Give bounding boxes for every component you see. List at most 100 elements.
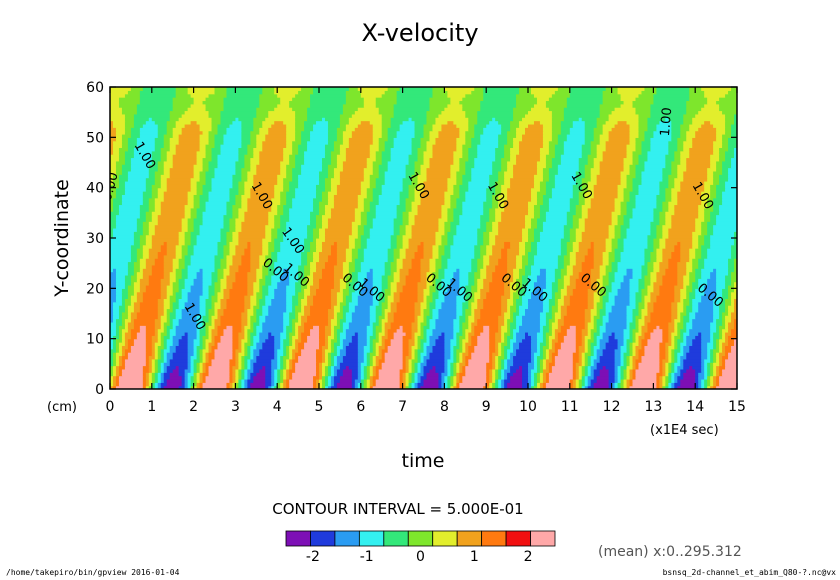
contour-cell <box>375 315 380 320</box>
contour-cell <box>304 345 320 350</box>
contour-cell <box>629 288 640 293</box>
contour-cell <box>319 278 335 283</box>
contour-cell <box>295 338 302 343</box>
contour-cell <box>330 298 338 303</box>
contour-cell <box>357 382 362 387</box>
contour-cell <box>115 331 120 336</box>
contour-cell <box>190 214 198 219</box>
contour-cell <box>560 345 577 350</box>
contour-cell <box>623 368 628 373</box>
contour-cell <box>542 288 553 293</box>
contour-cell <box>133 308 141 313</box>
contour-cell <box>584 358 589 363</box>
contour-cell <box>145 378 150 383</box>
contour-cell <box>289 348 293 353</box>
contour-cell <box>456 382 460 387</box>
contour-cell <box>548 365 553 370</box>
contour-cell <box>516 315 523 320</box>
contour-cell <box>614 358 622 363</box>
contour-cell <box>626 271 634 276</box>
contour-cell <box>536 331 544 336</box>
contour-cell <box>214 342 219 346</box>
contour-cell <box>698 301 714 306</box>
contour-cell <box>145 348 153 353</box>
contour-cell <box>405 254 416 259</box>
contour-cell <box>259 338 266 343</box>
contour-cell <box>327 335 335 340</box>
contour-cell <box>704 362 708 367</box>
contour-cell <box>507 305 511 310</box>
contour-cell <box>232 331 239 336</box>
contour-cell <box>480 274 487 279</box>
contour-cell <box>441 378 445 383</box>
contour-cell <box>366 271 374 276</box>
contour-cell <box>584 352 592 357</box>
contour-cell <box>728 355 737 360</box>
contour-cell <box>522 234 529 239</box>
contour-cell <box>420 241 425 246</box>
contour-cell <box>510 345 514 350</box>
contour-cell <box>208 352 216 357</box>
contour-cell <box>259 281 266 286</box>
contour-cell <box>698 278 708 283</box>
contour-cell <box>668 261 678 266</box>
contour-cell <box>277 362 281 367</box>
contour-cell <box>635 352 640 357</box>
contour-cell <box>584 342 589 346</box>
contour-cell <box>516 368 523 373</box>
contour-cell <box>232 254 242 259</box>
contour-cell <box>127 311 132 316</box>
contour-cell <box>623 328 631 333</box>
contour-cell <box>166 331 171 336</box>
contour-cell <box>256 358 272 363</box>
contour-cell <box>178 368 186 373</box>
contour-cell <box>250 362 254 367</box>
contour-cell <box>593 258 604 263</box>
contour-cell <box>647 234 657 239</box>
contour-cell <box>336 362 341 367</box>
contour-cell <box>217 298 222 303</box>
contour-cell <box>489 258 499 263</box>
contour-cell <box>405 227 413 232</box>
contour-cell <box>542 382 547 387</box>
contour-cell <box>626 234 649 239</box>
contour-cell <box>542 221 568 226</box>
contour-cell <box>181 308 201 313</box>
contour-cell <box>566 311 586 316</box>
contour-cell <box>620 251 646 256</box>
contour-cell <box>316 362 320 367</box>
contour-cell <box>238 338 242 343</box>
contour-cell <box>351 298 359 303</box>
contour-cell <box>423 335 428 340</box>
contour-cell <box>653 241 660 246</box>
contour-cell <box>205 355 210 360</box>
contour-cell <box>507 348 514 353</box>
contour-cell <box>542 298 550 303</box>
contour-cell <box>542 368 550 373</box>
contour-cell <box>220 227 231 232</box>
contour-cell <box>304 274 308 279</box>
contour-cell <box>557 338 565 343</box>
contour-cell <box>118 368 123 373</box>
contour-cell <box>280 248 305 253</box>
contour-cell <box>280 368 284 373</box>
contour-cell <box>110 231 114 236</box>
contour-cell <box>677 281 684 286</box>
contour-cell <box>533 207 541 212</box>
contour-cell <box>542 224 565 229</box>
contour-cell <box>722 328 729 333</box>
contour-cell <box>641 311 649 316</box>
contour-cell <box>528 238 535 242</box>
contour-cell <box>244 358 248 363</box>
contour-cell <box>226 241 231 246</box>
contour-cell <box>683 284 687 289</box>
contour-cell <box>244 382 248 387</box>
contour-cell <box>342 321 350 326</box>
contour-cell <box>536 244 562 249</box>
contour-cell <box>584 365 589 370</box>
contour-cell <box>354 308 371 313</box>
contour-cell <box>426 352 431 357</box>
contour-cell <box>136 278 141 283</box>
contour-cell <box>450 251 475 256</box>
contour-cell <box>286 224 308 229</box>
